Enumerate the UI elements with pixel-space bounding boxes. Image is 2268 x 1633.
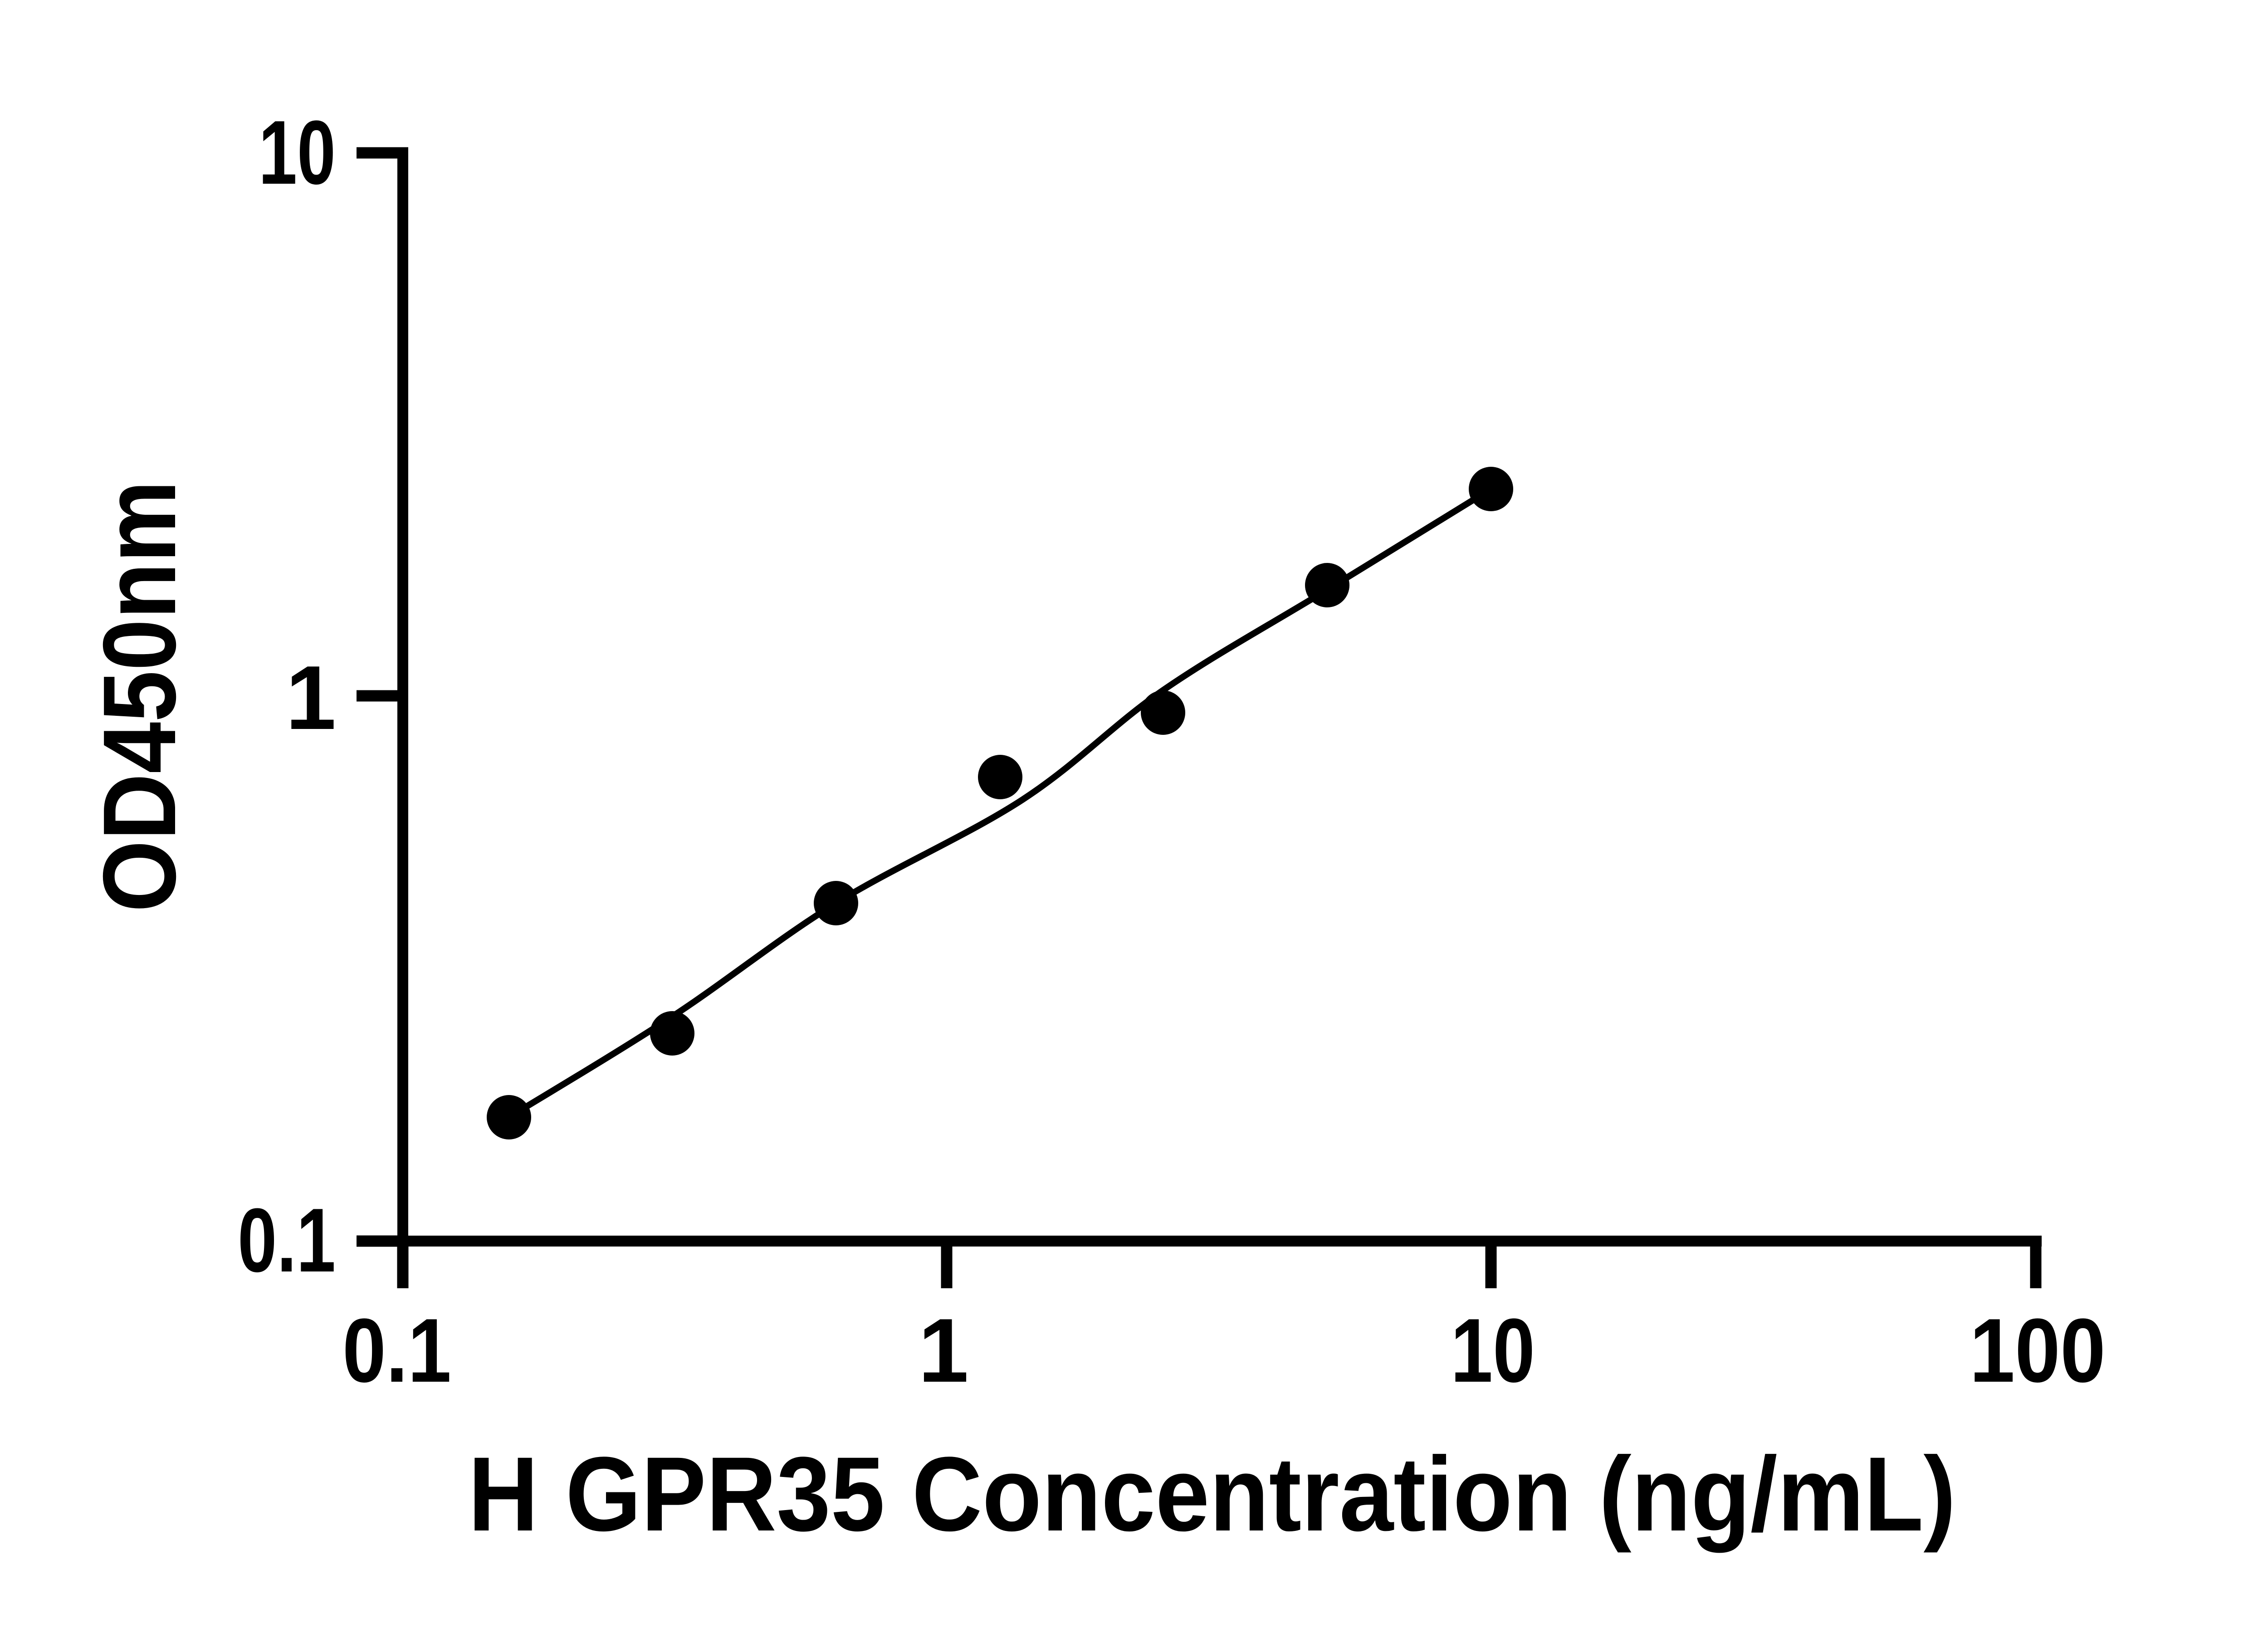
svg-text:10: 10 (1451, 1300, 1535, 1401)
svg-text:10: 10 (259, 102, 336, 203)
svg-text:H GPR35 Concentration (ng/mL): H GPR35 Concentration (ng/mL) (468, 1435, 1956, 1553)
svg-text:0.1: 0.1 (342, 1300, 451, 1401)
svg-text:1: 1 (286, 647, 336, 748)
svg-text:OD450nm: OD450nm (82, 480, 197, 912)
svg-text:1: 1 (918, 1300, 968, 1401)
svg-text:0.1: 0.1 (238, 1190, 336, 1291)
svg-text:100: 100 (1970, 1300, 2106, 1401)
